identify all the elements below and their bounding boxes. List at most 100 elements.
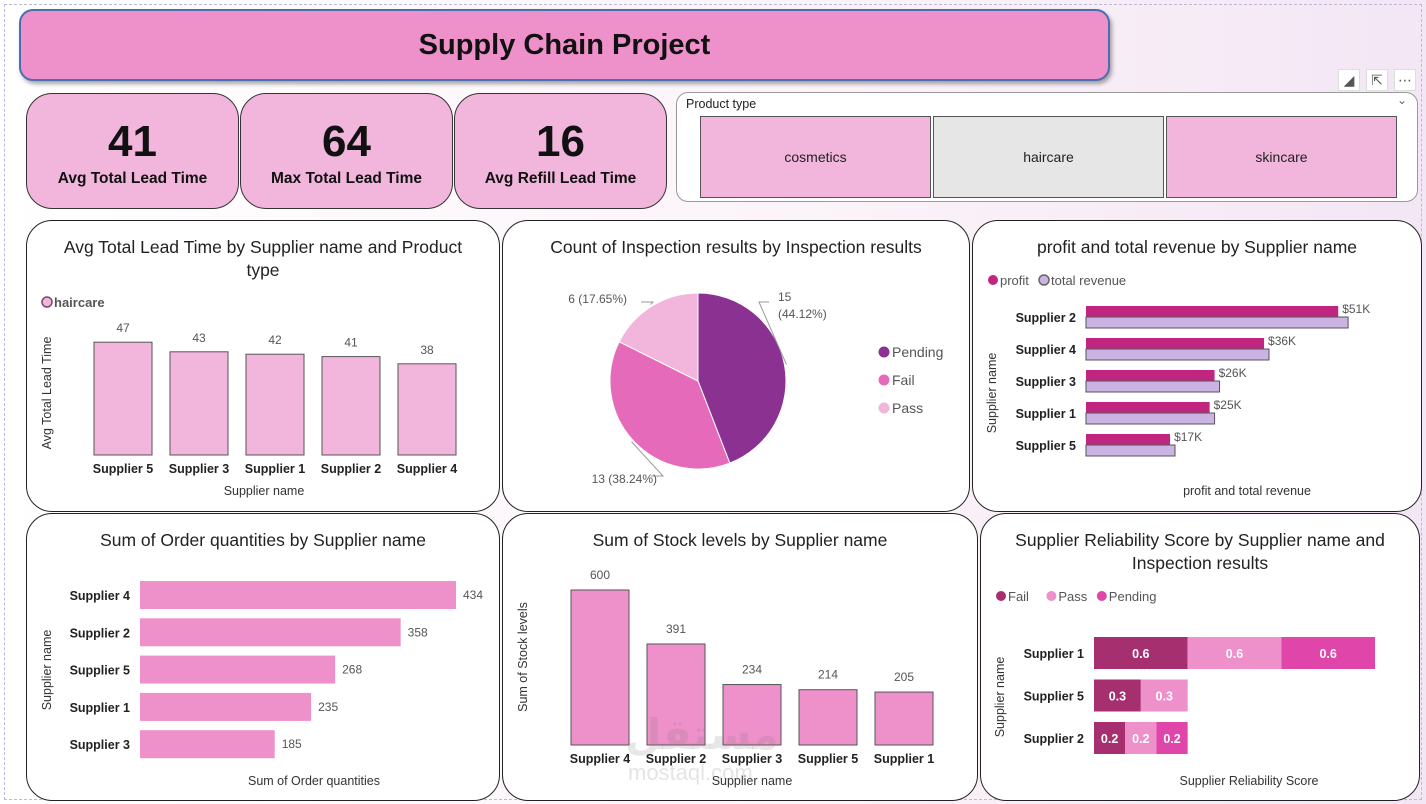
y-axis-label: Supplier name: [985, 353, 999, 434]
bar-revenue-supplier-4: [1085, 348, 1270, 361]
legend-swatch-pass: [878, 402, 890, 414]
bar-supplier-2: [646, 643, 706, 746]
y-tick-label: Supplier 1: [1024, 647, 1084, 661]
focus-mode-icon[interactable]: ⇱: [1366, 69, 1388, 91]
kpi-label: Avg Refill Lead Time: [484, 170, 637, 187]
pie-slice-pass: [618, 292, 699, 382]
chart-title: Sum of Order quantities by Supplier name: [100, 530, 426, 550]
bar-supplier-1: [245, 353, 305, 456]
bar-supplier-1-pending: [1281, 637, 1375, 669]
chevron-down-icon[interactable]: ⌄: [1396, 93, 1407, 107]
bar-profit-supplier-5: [1086, 434, 1171, 445]
bar-supplier-2-pass: [1125, 722, 1157, 754]
chart-title: Avg Total Lead Time by Supplier name and…: [63, 237, 463, 280]
kpi-card-max-total-lead-time[interactable]: 64 Max Total Lead Time: [240, 93, 453, 209]
kpi-label: Avg Total Lead Time: [57, 170, 208, 187]
bar-supplier-4: [570, 589, 630, 746]
x-axis-label: Supplier name: [712, 774, 793, 788]
chart-title: profit and total revenue by Supplier nam…: [1036, 237, 1358, 257]
x-axis-label: profit and total revenue: [1183, 484, 1311, 498]
bar-supplier-1-fail: [1094, 637, 1188, 669]
bar-supplier-5-fail: [1094, 679, 1141, 712]
legend-swatch-haircare: [41, 296, 53, 308]
kpi-card-avg-refill-lead-time[interactable]: 16 Avg Refill Lead Time: [454, 93, 667, 209]
x-axis-label: Supplier name: [224, 484, 305, 498]
profit-revenue-bar-chart: profit total revenue Supplier name profi…: [985, 273, 1370, 498]
lead-time-bar-chart: haircare Avg Total Lead Time Supplier na…: [40, 295, 457, 498]
lead-time-chart-card: Avg Total Lead Time by Supplier name and…: [26, 220, 500, 512]
data-label: 235: [318, 700, 338, 714]
slicer-option-cosmetics[interactable]: cosmetics: [700, 116, 931, 198]
slicer-option-haircare[interactable]: haircare: [933, 116, 1164, 198]
legend-swatch-fail: [878, 374, 890, 386]
y-tick-label: Supplier 5: [1016, 439, 1076, 453]
x-tick-label: Supplier 2: [321, 462, 381, 476]
inspection-pie-chart: 15 (44.12%) 13 (38.24%) 6 (17.65%) Pending Fa…: [568, 290, 943, 486]
reliability-score-card: Supplier Reliability Score by Supplier n…: [980, 513, 1420, 801]
kpi-value: 64: [322, 117, 371, 166]
y-axis-label: Sum of Stock levels: [516, 602, 530, 712]
kpi-value: 41: [108, 117, 157, 166]
data-label: $25K: [1214, 398, 1242, 412]
data-label: 268: [342, 663, 362, 677]
data-label: 0.3: [1156, 690, 1173, 704]
data-label: 41: [344, 336, 358, 350]
data-label: 205: [894, 670, 914, 684]
legend-swatch-pending: [1096, 591, 1107, 601]
bar-supplier-5: [93, 341, 153, 456]
kpi-card-avg-total-lead-time[interactable]: 41 Avg Total Lead Time: [26, 93, 239, 209]
legend-label-profit: profit: [1000, 273, 1029, 288]
data-label: 358: [408, 625, 428, 639]
data-label: $17K: [1174, 430, 1202, 444]
data-label: 0.6: [1226, 647, 1243, 661]
slicer-option-skincare[interactable]: skincare: [1166, 116, 1397, 198]
y-tick-label: Supplier 5: [1024, 690, 1084, 704]
x-tick-label: Supplier 1: [245, 462, 305, 476]
y-tick-label: Supplier 2: [1016, 311, 1076, 325]
bar-supplier-5-pass: [1140, 679, 1188, 712]
slicer-header: Product type: [686, 97, 757, 111]
stock-levels-card: Sum of Stock levels by Supplier name Sum…: [502, 513, 978, 801]
visual-toolbar: ◢ ⇱ ⋯: [1338, 69, 1416, 91]
bar-supplier-5: [140, 655, 336, 684]
data-label: 434: [463, 588, 483, 602]
y-tick-label: Supplier 2: [70, 626, 130, 640]
inspection-pie-card: Count of Inspection results by Inspectio…: [502, 220, 970, 512]
data-label: 0.2: [1132, 732, 1149, 746]
more-options-icon[interactable]: ⋯: [1394, 69, 1416, 91]
data-label: 234: [742, 663, 762, 677]
bar-supplier-1-pass: [1187, 637, 1282, 669]
data-label: 0.3: [1109, 690, 1126, 704]
bar-supplier-1: [140, 692, 312, 721]
data-label: $51K: [1342, 302, 1370, 316]
data-label: 0.2: [1101, 732, 1118, 746]
bar-profit-supplier-1: [1086, 402, 1210, 413]
bar-supplier-2-pending: [1156, 722, 1188, 754]
legend-label-haircare: haircare: [54, 295, 105, 310]
data-label: 6 (17.65%): [568, 292, 627, 306]
legend-label-pass: Pass: [892, 400, 923, 416]
y-tick-label: Supplier 1: [1016, 407, 1076, 421]
y-tick-label: Supplier 5: [70, 664, 130, 678]
bar-profit-supplier-3: [1086, 370, 1215, 381]
legend-swatch-pass: [1046, 591, 1057, 601]
x-axis-label: Sum of Order quantities: [248, 774, 380, 788]
x-tick-label: Supplier 3: [169, 462, 229, 476]
stock-levels-bar-chart: Sum of Stock levels Supplier name 600 Sup…: [516, 568, 934, 788]
y-tick-label: Supplier 4: [70, 589, 130, 603]
bar-supplier-1: [874, 691, 934, 746]
y-axis-label: Supplier name: [993, 657, 1007, 738]
filter-icon[interactable]: ◢: [1338, 69, 1360, 91]
data-label: 391: [666, 622, 686, 636]
data-label: 185: [282, 737, 302, 751]
legend-label-total-revenue: total revenue: [1051, 273, 1126, 288]
legend-swatch-pending: [878, 346, 890, 358]
data-label: 0.2: [1163, 732, 1180, 746]
legend-swatch-total-revenue: [1038, 274, 1050, 286]
chart-title: Supplier Reliability Score by Supplier n…: [1015, 530, 1385, 573]
bar-supplier-3: [722, 684, 782, 746]
data-label: 214: [818, 668, 838, 682]
x-tick-label: Supplier 4: [397, 462, 457, 476]
profit-revenue-card: profit and total revenue by Supplier nam…: [972, 220, 1422, 512]
y-axis-label: Supplier name: [40, 630, 54, 711]
